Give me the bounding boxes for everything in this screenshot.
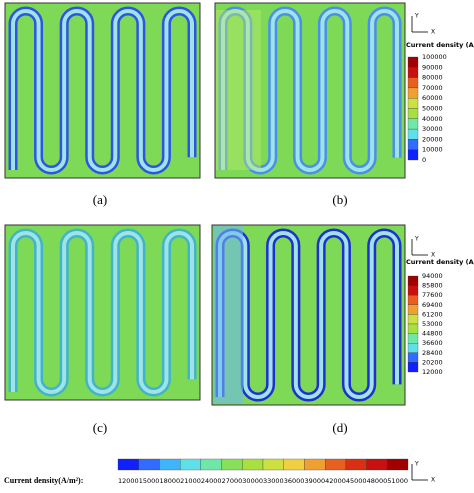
colorbar-tick-label: 60000 xyxy=(422,94,443,102)
colorbar-segment xyxy=(407,56,419,68)
colorbar-tick-label: 39000 xyxy=(304,477,325,485)
disturbed-zone xyxy=(213,226,243,404)
colorbar-segment xyxy=(407,128,419,140)
axis-label: X xyxy=(431,29,435,36)
colorbar-tick-label: 51000 xyxy=(387,477,408,485)
colorbar-tick-label: 48000 xyxy=(367,477,388,485)
colorbar-tick-label: 40000 xyxy=(422,115,443,123)
colorbar-tick-label: 85800 xyxy=(422,282,443,290)
colorbar-segment xyxy=(366,458,388,471)
colorbar-tick-label: 20000 xyxy=(422,135,443,143)
colorbar-tick-label: 70000 xyxy=(422,84,443,92)
colorbar-segment xyxy=(407,149,419,161)
colorbar-segment xyxy=(407,77,419,89)
colorbar-tick-label: 77600 xyxy=(422,291,443,299)
colorbar-tick-label: 12000 xyxy=(422,368,443,376)
axis-label: X xyxy=(431,477,435,484)
colorbar-tick-label: 69400 xyxy=(422,301,443,309)
colorbar-segment xyxy=(407,67,419,78)
colorbar-tick-label: 21000 xyxy=(180,477,201,485)
colorbar-segment xyxy=(407,352,419,363)
colorbar-title: Current density (A/m²) xyxy=(406,258,474,266)
axis-label: Y xyxy=(414,13,419,20)
colorbar-segment xyxy=(407,333,419,344)
colorbar-segment xyxy=(179,458,202,471)
channel-core xyxy=(11,231,194,394)
colorbar-tick-label: 12000 xyxy=(118,477,139,485)
colorbar-segment xyxy=(324,458,347,471)
colorbar-segment xyxy=(407,362,419,373)
colorbar-tick-label: 20200 xyxy=(422,358,443,366)
colorbar-tick-label: 50000 xyxy=(422,105,443,113)
colorbar-tick-label: 33000 xyxy=(263,477,284,485)
colorbar-tick-label: 36000 xyxy=(284,477,305,485)
colorbar-tick-label: 61200 xyxy=(422,310,443,318)
panel-label: (b) xyxy=(332,192,347,207)
colorbar-segment xyxy=(387,458,409,471)
colorbar-tick-label: 45000 xyxy=(346,477,367,485)
colorbar-segment xyxy=(407,295,419,305)
colorbar-tick-label: 27000 xyxy=(222,477,243,485)
colorbar-segment xyxy=(304,458,326,471)
colorbar-tick-label: 42000 xyxy=(325,477,346,485)
colorbar-segment xyxy=(407,118,419,130)
colorbar-segment xyxy=(221,458,243,471)
colorbar-segment xyxy=(407,343,419,353)
colorbar-tick-label: 30000 xyxy=(422,125,443,133)
colorbar-segment xyxy=(407,285,419,296)
colorbar-tick-label: 100000 xyxy=(422,53,447,61)
panel-label: (c) xyxy=(93,420,107,435)
colorbar-tick-label: 53000 xyxy=(422,320,443,328)
colorbar-title: Current density (A/m²) xyxy=(406,41,474,49)
disturbed-zone xyxy=(216,10,261,170)
panel-label: (d) xyxy=(332,420,347,435)
colorbar-segment xyxy=(407,139,419,150)
colorbar-segment xyxy=(283,458,305,471)
axis-label: Y xyxy=(414,461,419,468)
colorbar-tick-label: 30000 xyxy=(242,477,263,485)
colorbar-tick-label: 0 xyxy=(422,156,426,164)
colorbar-segment xyxy=(407,304,419,315)
colorbar-tick-label: 90000 xyxy=(422,63,443,71)
colorbar-segment xyxy=(407,323,419,334)
channel-core xyxy=(11,9,194,172)
colorbar-tick-label: 10000 xyxy=(422,146,443,154)
panel-label: (a) xyxy=(93,192,107,207)
colorbar-segment xyxy=(407,98,419,109)
colorbar-segment xyxy=(407,108,419,119)
channel-core xyxy=(221,9,399,172)
colorbar-segment xyxy=(200,458,222,471)
colorbar-segment xyxy=(242,458,264,471)
colorbar-tick-label: 36600 xyxy=(422,339,443,347)
colorbar-segment xyxy=(117,458,139,471)
colorbar-segment xyxy=(159,458,181,471)
colorbar-segment xyxy=(407,87,419,99)
colorbar-tick-label: 94000 xyxy=(422,272,443,280)
colorbar-tick-label: 80000 xyxy=(422,74,443,82)
colorbar-tick-label: 15000 xyxy=(139,477,160,485)
colorbar-tick-label: 28400 xyxy=(422,349,443,357)
colorbar-segment xyxy=(262,458,284,471)
colorbar-segment xyxy=(345,458,367,471)
axis-label: X xyxy=(431,252,435,259)
colorbar-segment xyxy=(407,275,419,286)
colorbar-segment xyxy=(407,314,419,325)
channel-core xyxy=(218,231,399,399)
colorbar-tick-label: 24000 xyxy=(201,477,222,485)
axis-label: Y xyxy=(414,236,419,243)
colorbar-tick-label: 18000 xyxy=(159,477,180,485)
colorbar-title: Current density(A/m²): xyxy=(4,476,83,485)
colorbar-tick-label: 44800 xyxy=(422,330,443,338)
colorbar-segment xyxy=(138,458,160,471)
